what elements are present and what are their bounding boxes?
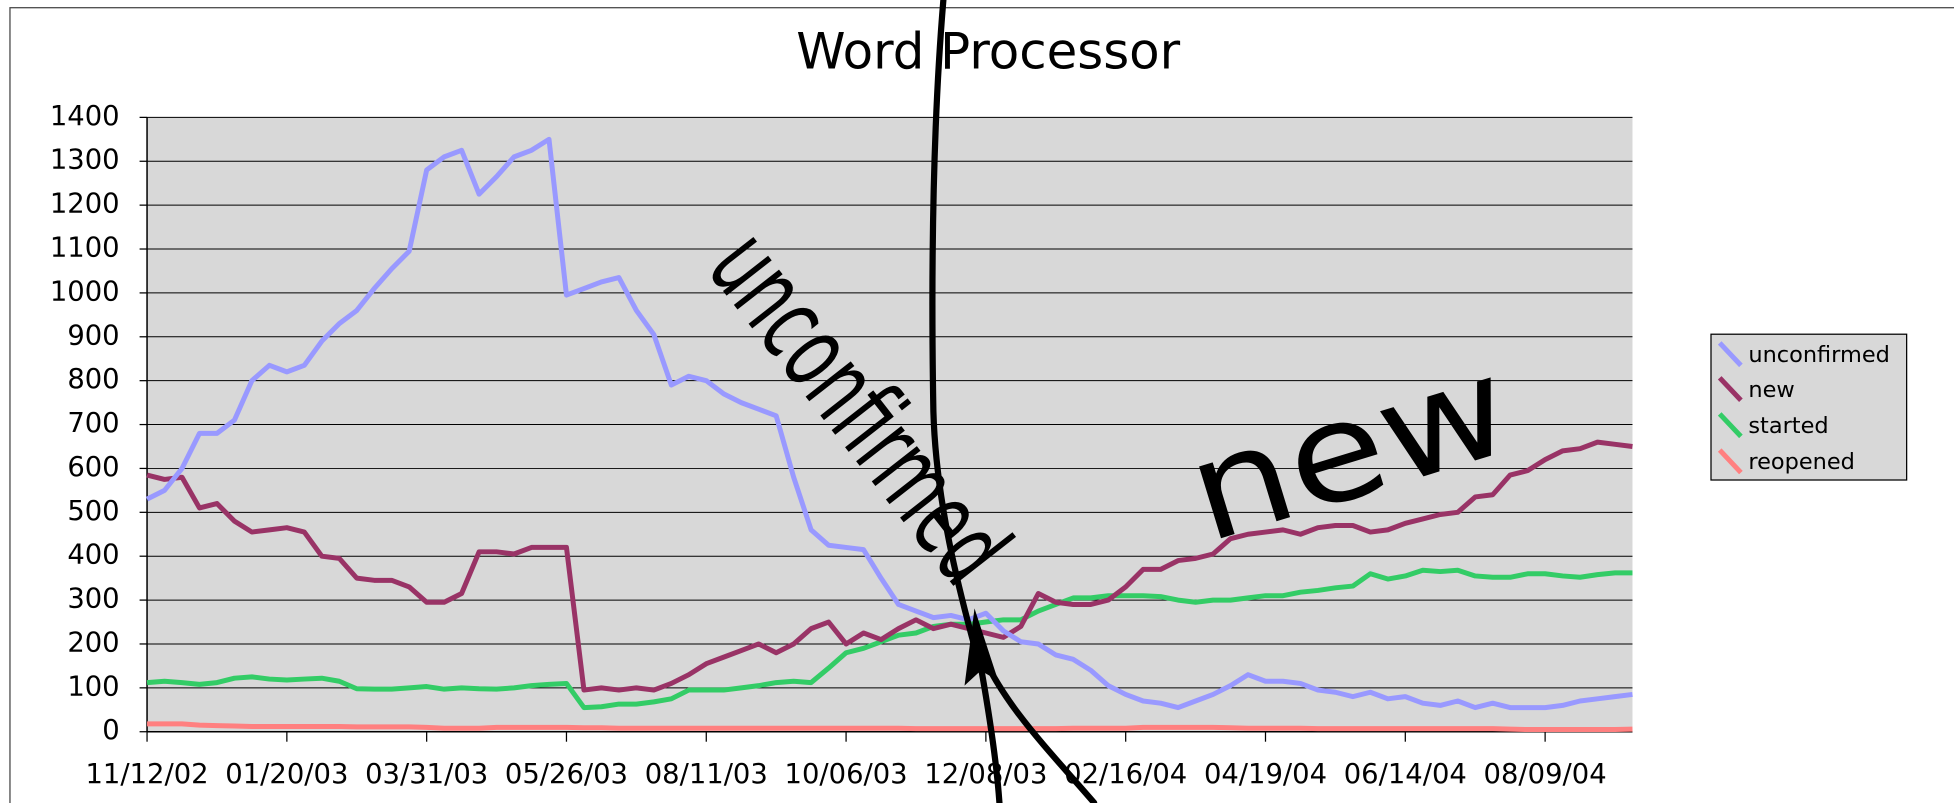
y-tick-label: 1400 bbox=[50, 101, 120, 132]
chart-title: Word Processor bbox=[796, 23, 1180, 81]
y-tick-label: 0 bbox=[102, 715, 119, 746]
y-tick-label: 600 bbox=[67, 452, 119, 483]
y-tick-label: 400 bbox=[67, 540, 119, 571]
y-tick-label: 800 bbox=[67, 364, 119, 395]
legend-label: new bbox=[1748, 377, 1794, 403]
chart: Word Processor 0 100 200 300 400 500 600 700 800… bbox=[0, 0, 1954, 803]
y-tick-label: 1300 bbox=[50, 145, 120, 176]
y-tick-label: 1200 bbox=[50, 189, 120, 220]
y-tick-label: 200 bbox=[67, 627, 119, 658]
y-tick-label: 100 bbox=[67, 671, 119, 702]
legend-label: started bbox=[1748, 413, 1828, 439]
legend-label: unconfirmed bbox=[1748, 342, 1890, 368]
x-tick-label: 08/09/04 bbox=[1484, 759, 1607, 790]
page: {"chart_data": {"type": "line", "title":… bbox=[0, 0, 1954, 803]
y-tick-label: 300 bbox=[67, 584, 119, 615]
x-tick-label: 05/26/03 bbox=[505, 759, 628, 790]
y-tick-label: 700 bbox=[67, 408, 119, 439]
x-tick-label: 10/06/03 bbox=[785, 759, 908, 790]
x-tick-label: 04/19/04 bbox=[1204, 759, 1327, 790]
legend-label: reopened bbox=[1748, 449, 1855, 475]
y-tick-label: 900 bbox=[67, 320, 119, 351]
x-tick-label: 08/11/03 bbox=[645, 759, 768, 790]
x-tick-label: 01/20/03 bbox=[225, 759, 348, 790]
y-tick-label: 500 bbox=[67, 496, 119, 527]
y-tick-label: 1100 bbox=[50, 233, 120, 264]
legend: unconfirmed new started reopened bbox=[1711, 334, 1907, 480]
x-tick-label: 12/08/03 bbox=[924, 759, 1047, 790]
x-tick-label: 06/14/04 bbox=[1344, 759, 1467, 790]
x-tick-label: 11/12/02 bbox=[86, 759, 209, 790]
y-tick-label: 1000 bbox=[50, 276, 120, 307]
x-tick-label: 03/31/03 bbox=[365, 759, 488, 790]
